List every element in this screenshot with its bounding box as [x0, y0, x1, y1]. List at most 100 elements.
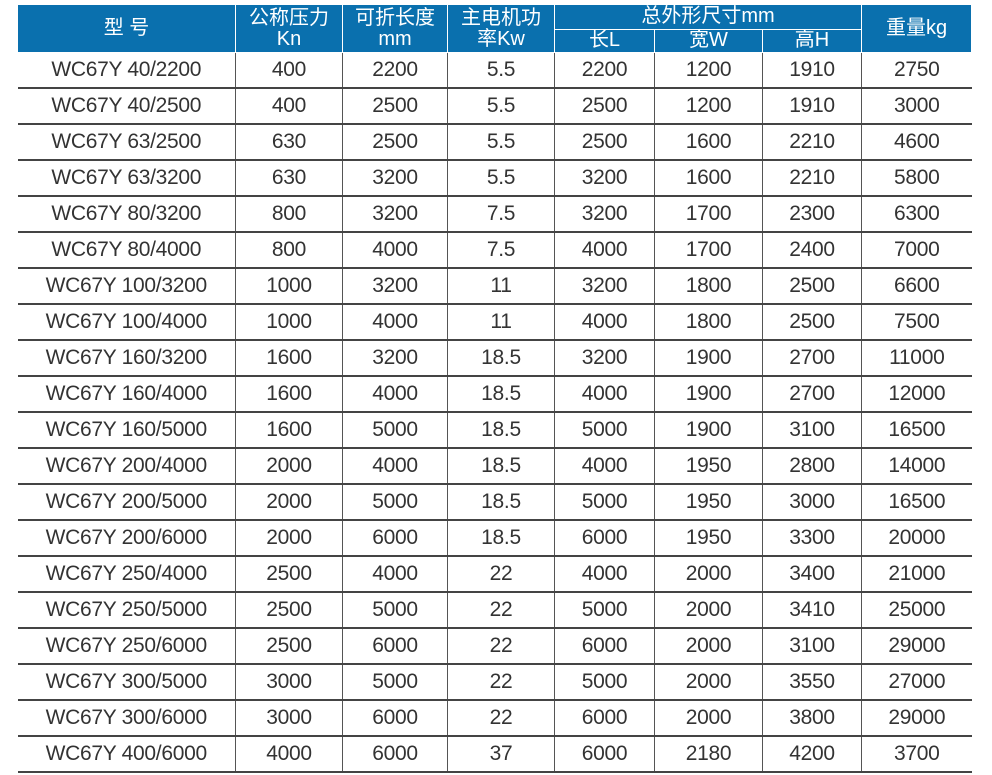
- table-row: WC67Y 300/5000 3000 5000 22 5000 2000 3550 2700…: [17, 664, 972, 701]
- table-cell: 4600: [861, 124, 972, 161]
- table-cell: WC67Y 100/4000: [17, 304, 236, 341]
- table-cell: 3200: [342, 196, 448, 233]
- header-dim-w: 宽W: [654, 28, 763, 54]
- table-cell: 3200: [342, 268, 448, 305]
- table-cell: 3410: [761, 592, 863, 629]
- header-pressure: 公称压力 Kn: [235, 5, 343, 53]
- table-cell: 1600: [654, 160, 763, 197]
- table-cell: 1800: [654, 304, 763, 341]
- table-cell: 22: [447, 700, 555, 737]
- table-cell: 4000: [342, 304, 448, 341]
- table-cell: 5000: [554, 664, 655, 701]
- table-cell: 11: [447, 304, 555, 341]
- table-cell: 1900: [654, 376, 763, 413]
- table-cell: 4000: [342, 556, 448, 593]
- table-cell: WC67Y 63/2500: [17, 124, 236, 161]
- table-cell: 6000: [342, 628, 448, 665]
- table-cell: 3000: [235, 700, 343, 737]
- table-row: WC67Y 40/2200 400 2200 5.5 2200 1200 1910 2750: [17, 52, 972, 89]
- table-cell: 22: [447, 628, 555, 665]
- table-cell: 22: [447, 664, 555, 701]
- table-cell: 800: [235, 232, 343, 269]
- table-cell: WC67Y 250/4000: [17, 556, 236, 593]
- table-cell: 1200: [654, 88, 763, 125]
- table-cell: 2500: [235, 628, 343, 665]
- table-row: WC67Y 160/5000 1600 5000 18.5 5000 1900 3100 16…: [17, 412, 972, 449]
- table-cell: 7000: [861, 232, 972, 269]
- table-cell: 3550: [761, 664, 863, 701]
- table-row: WC67Y 80/3200 800 3200 7.5 3200 1700 2300 6300: [17, 196, 972, 233]
- table-cell: 16500: [861, 412, 972, 449]
- table-cell: 18.5: [447, 412, 555, 449]
- table-row: WC67Y 80/4000 800 4000 7.5 4000 1700 2400 7000: [17, 232, 972, 269]
- table-cell: 2500: [761, 304, 863, 341]
- table-cell: 4200: [761, 736, 863, 773]
- table-cell: WC67Y 200/4000: [17, 448, 236, 485]
- table-cell: WC67Y 300/6000: [17, 700, 236, 737]
- table-cell: WC67Y 80/3200: [17, 196, 236, 233]
- table-cell: 11: [447, 268, 555, 305]
- table-cell: 2000: [235, 448, 343, 485]
- table-cell: 2210: [761, 124, 863, 161]
- spec-table: 型 号 公称压力 Kn 可折长度 mm 主电机功 率Kw 总外形尺寸mm 重量kg 长…: [17, 5, 973, 773]
- table-cell: 5.5: [447, 88, 555, 125]
- table-cell: 1700: [654, 196, 763, 233]
- table-cell: 6000: [342, 736, 448, 773]
- table-cell: 2500: [761, 268, 863, 305]
- table-cell: 5800: [861, 160, 972, 197]
- header-dimensions: 总外形尺寸mm: [553, 5, 863, 30]
- table-row: WC67Y 160/3200 1600 3200 18.5 3200 1900 2700 11…: [17, 340, 972, 377]
- table-row: WC67Y 300/6000 3000 6000 22 6000 2000 3800 2900…: [17, 700, 972, 737]
- table-cell: 4000: [554, 232, 655, 269]
- table-cell: WC67Y 40/2200: [17, 52, 236, 89]
- table-cell: 2500: [554, 88, 655, 125]
- table-cell: 2200: [554, 52, 655, 89]
- table-cell: 5000: [342, 412, 448, 449]
- table-cell: 2000: [654, 592, 763, 629]
- table-row: WC67Y 160/4000 1600 4000 18.5 4000 1900 2700 12…: [17, 376, 972, 413]
- table-cell: 2000: [654, 664, 763, 701]
- table-cell: 5000: [342, 592, 448, 629]
- table-cell: 3000: [761, 484, 863, 521]
- table-cell: 1600: [235, 376, 343, 413]
- table-cell: 3300: [761, 520, 863, 557]
- table-cell: 3000: [235, 664, 343, 701]
- table-row: WC67Y 200/5000 2000 5000 18.5 5000 1950 3000 16…: [17, 484, 972, 521]
- table-cell: 2700: [761, 376, 863, 413]
- table-cell: 7500: [861, 304, 972, 341]
- table-cell: 400: [235, 52, 343, 89]
- table-row: WC67Y 400/6000 4000 6000 37 6000 2180 4200 3700: [17, 736, 972, 773]
- table-cell: WC67Y 40/2500: [17, 88, 236, 125]
- table-cell: 21000: [861, 556, 972, 593]
- table-cell: 16500: [861, 484, 972, 521]
- table-row: WC67Y 200/6000 2000 6000 18.5 6000 1950 3300 20…: [17, 520, 972, 557]
- table-cell: 5000: [554, 412, 655, 449]
- table-cell: 18.5: [447, 448, 555, 485]
- table-cell: WC67Y 250/6000: [17, 628, 236, 665]
- table-cell: 4000: [235, 736, 343, 773]
- table-cell: 3200: [554, 268, 655, 305]
- header-model: 型 号: [17, 5, 236, 53]
- table-cell: 800: [235, 196, 343, 233]
- table-row: WC67Y 250/6000 2500 6000 22 6000 2000 3100 2900…: [17, 628, 972, 665]
- table-cell: 18.5: [447, 376, 555, 413]
- table-cell: 4000: [554, 448, 655, 485]
- table-cell: WC67Y 200/6000: [17, 520, 236, 557]
- table-cell: 2000: [654, 556, 763, 593]
- table-cell: 3200: [342, 160, 448, 197]
- table-cell: 1600: [235, 412, 343, 449]
- table-cell: 12000: [861, 376, 972, 413]
- table-cell: 2500: [342, 124, 448, 161]
- table-cell: 2000: [654, 700, 763, 737]
- table-cell: 4000: [554, 376, 655, 413]
- table-row: WC67Y 100/4000 1000 4000 11 4000 1800 2500 7500: [17, 304, 972, 341]
- table-cell: 2800: [761, 448, 863, 485]
- table-cell: 2180: [654, 736, 763, 773]
- table-cell: 2200: [342, 52, 448, 89]
- table-cell: 1950: [654, 448, 763, 485]
- table-cell: 1900: [654, 340, 763, 377]
- table-cell: 1900: [654, 412, 763, 449]
- table-cell: 1000: [235, 268, 343, 305]
- table-cell: 5000: [554, 484, 655, 521]
- table-cell: WC67Y 80/4000: [17, 232, 236, 269]
